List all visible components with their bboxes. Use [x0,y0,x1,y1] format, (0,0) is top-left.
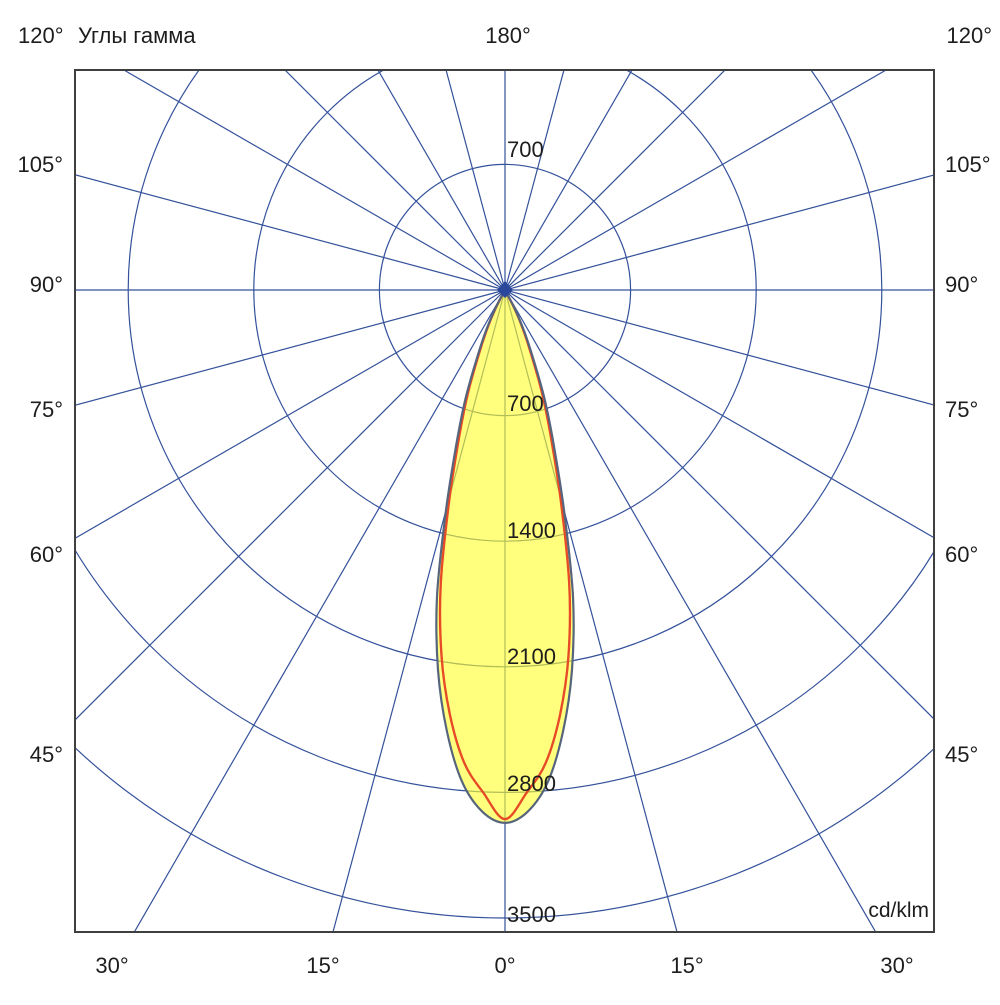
right-angle-label-75: 75° [945,397,978,422]
ring-label-2800: 2800 [507,771,556,796]
pole-marker-icon [497,281,513,298]
ring-label-2100: 2100 [507,644,556,669]
ring-label-700-top: 700 [507,137,544,162]
left-angle-label-90: 90° [30,272,63,297]
right-angle-label-60: 60° [945,542,978,567]
left-angle-label-105: 105° [17,152,63,177]
bottom-angle-label-n15: 15° [306,953,339,978]
bottom-angle-label-30: 30° [880,953,913,978]
intensity-lobe [435,287,575,825]
left-angle-label-60: 60° [30,542,63,567]
bottom-angle-label-15: 15° [670,953,703,978]
right-angle-label-90: 90° [945,272,978,297]
ring-label-700: 700 [507,391,544,416]
top-center-angle-label: 180° [485,23,531,48]
left-angle-label-75: 75° [30,397,63,422]
right-angle-label-105: 105° [945,152,991,177]
chart-title: Углы гамма [78,23,196,48]
ring-label-1400: 1400 [507,518,556,543]
units-label: cd/klm [868,899,929,922]
right-angle-label-45: 45° [945,742,978,767]
top-right-angle-label: 120° [946,23,992,48]
curve-c90-c270 [435,287,575,825]
bottom-angle-label-0: 0° [494,953,515,978]
top-left-angle-label: 120° [18,23,64,48]
ring-label-3500: 3500 [507,902,556,927]
plot-border [74,69,935,933]
lobe-fill [436,290,574,823]
bottom-angle-label-n30: 30° [95,953,128,978]
left-angle-label-45: 45° [30,742,63,767]
